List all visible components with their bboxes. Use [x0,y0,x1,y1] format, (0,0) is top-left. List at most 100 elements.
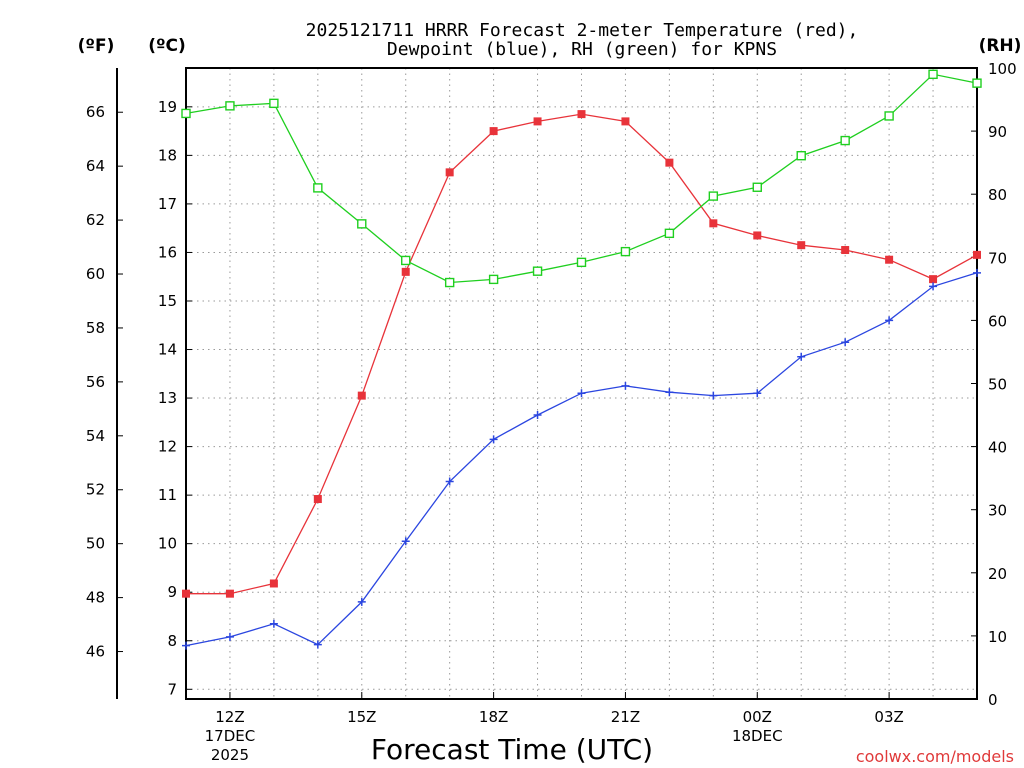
temperature-point [182,589,190,598]
dewpoint-point [182,641,190,650]
x-tick-label: 18Z [479,708,508,726]
rh-tick-label: 80 [988,186,1007,204]
rh-tick-label: 100 [988,60,1017,78]
x-tick-label: 03Z [874,708,903,726]
fahrenheit-tick-label: 64 [86,157,105,175]
fahrenheit-unit-label: (ºF) [78,36,115,56]
x-tick-label: 12Z [215,708,244,726]
rh-point [664,228,675,239]
dewpoint-point [401,537,410,546]
rh-point [576,257,587,268]
dewpoint-point [357,597,366,606]
rh-tick-label: 40 [988,439,1007,457]
dewpoint-point [841,338,850,347]
rh-point [708,191,719,201]
x-tick-label: 21Z [611,708,640,726]
temperature-point [225,589,234,598]
rh-tick-label: 30 [988,502,1007,520]
temperature-point [621,117,630,126]
x-tick-label: 2025 [211,746,249,764]
dewpoint-point [489,435,498,444]
data-series [181,69,982,650]
rh-point [972,78,982,88]
fahrenheit-tick-label: 46 [86,643,105,661]
x-tick-label: 17DEC [205,727,256,745]
x-tick-label: 18DEC [732,727,783,745]
dewpoint-point [665,388,674,397]
gridlines [186,68,977,699]
temperature-point [489,127,498,136]
celsius-tick-label: 8 [167,632,177,650]
chart-title-line2: Dewpoint (blue), RH (green) for KPNS [387,39,777,60]
rh-point [884,111,894,121]
temperature-point [797,241,806,250]
rh-point [401,255,411,266]
axes-ticks: 7 8 9 10 11 12 13 14 15 16 17 18 19 46 48 50 52 54 56 58 60 6… [86,60,1017,764]
celsius-tick-label: 10 [158,535,177,553]
dewpoint-point [973,268,981,277]
dewpoint-point [269,619,278,628]
dewpoint-point [533,411,542,420]
fahrenheit-tick-label: 62 [86,211,105,229]
fahrenheit-tick-label: 50 [86,535,105,553]
celsius-tick-label: 17 [158,195,177,213]
celsius-tick-label: 9 [167,583,177,601]
temperature-point [313,495,322,504]
dewpoint-point [753,389,762,398]
source-watermark: coolwx.com/models [856,747,1014,766]
celsius-tick-label: 19 [158,98,177,116]
fahrenheit-tick-label: 66 [86,103,105,121]
dewpoint-point [577,389,586,398]
rh-point [840,135,850,146]
rh-point [444,277,455,288]
rh-point [620,246,631,257]
rh-point [532,266,543,276]
x-tick-label: 00Z [743,708,772,726]
rh-tick-label: 50 [988,376,1007,394]
rh-tick-label: 0 [988,691,998,709]
temperature-point [357,391,366,400]
celsius-tick-label: 16 [158,243,177,261]
rh-point [225,101,235,111]
celsius-tick-label: 14 [158,341,177,359]
rh-point [269,98,279,109]
rh-point [313,183,323,193]
x-axis-label: Forecast Time (UTC) [371,733,653,766]
temperature-point [269,579,278,588]
temperature-point [929,275,938,284]
x-tick-label: 15Z [347,708,376,726]
rh-point [357,219,367,229]
dewpoint-point [621,381,630,390]
temperature-point [665,158,674,167]
temperature-point [401,267,410,276]
dewpoint-point [709,391,718,400]
fahrenheit-tick-label: 60 [86,265,105,283]
fahrenheit-tick-label: 52 [86,481,105,499]
dewpoint-point [929,282,938,291]
rh-point [928,69,938,80]
fahrenheit-tick-label: 56 [86,373,105,391]
chart-title-line1: 2025121711 HRRR Forecast 2-meter Tempera… [306,20,859,41]
dewpoint-point [445,477,454,486]
celsius-tick-label: 18 [158,146,177,164]
temperature-point [973,250,981,259]
rh-unit-label: (RH) [979,36,1022,56]
celsius-unit-label: (ºC) [148,36,186,56]
fahrenheit-tick-label: 58 [86,319,105,337]
rh-tick-label: 90 [988,123,1007,141]
rh-point [488,274,499,285]
celsius-tick-label: 15 [158,292,177,310]
celsius-tick-label: 12 [158,438,177,456]
temperature-line [186,113,978,595]
temperature-point [445,168,454,177]
dewpoint-point [797,352,806,361]
temperature-point [753,231,762,240]
fahrenheit-tick-label: 54 [86,427,105,445]
fahrenheit-tick-label: 48 [86,589,105,607]
rh-tick-label: 60 [988,312,1007,330]
dewpoint-point [313,640,322,649]
celsius-tick-label: 11 [158,486,177,504]
rh-point [752,182,762,192]
